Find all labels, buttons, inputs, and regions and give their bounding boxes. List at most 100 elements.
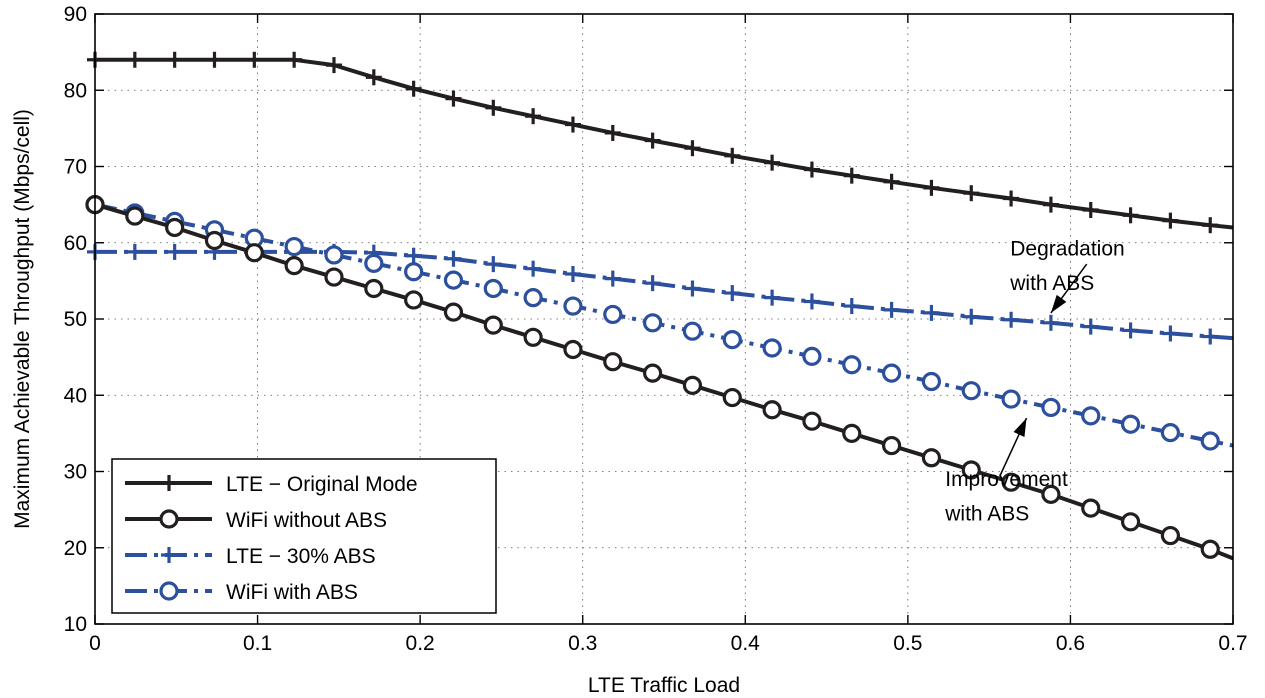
data-point: [485, 99, 502, 116]
data-point: [604, 124, 621, 141]
data-point: [1001, 389, 1021, 409]
data-point: [921, 448, 942, 468]
data-point: [404, 262, 424, 282]
data-point: [1001, 472, 1021, 492]
legend-swatch-marker: [161, 475, 177, 491]
data-point: [246, 51, 263, 68]
data-point: [1120, 512, 1141, 532]
x-axis-title: LTE Traffic Load: [588, 674, 740, 697]
data-point: [165, 217, 185, 238]
data-point: [443, 302, 464, 322]
data-point: [1042, 196, 1059, 213]
data-point: [803, 293, 820, 310]
data-point: [802, 346, 822, 366]
x-tick-label: 0.3: [568, 632, 597, 655]
legend-label: WiFi with ABS: [226, 581, 358, 604]
x-tick-label: 0.6: [1056, 632, 1085, 655]
data-point: [923, 304, 940, 321]
legend-entry: LTE − Original Mode: [125, 473, 418, 496]
legend-entry: WiFi without ABS: [125, 509, 387, 532]
data-point: [483, 315, 503, 335]
data-point: [921, 371, 942, 392]
x-tick-label: 0.2: [406, 632, 435, 655]
data-point: [483, 278, 503, 299]
data-point: [563, 339, 583, 360]
data-point: [803, 161, 820, 178]
data-point: [1081, 406, 1101, 426]
data-point: [284, 256, 304, 276]
data-point: [843, 167, 860, 184]
legend-label: LTE − 30% ABS: [226, 545, 376, 568]
data-point: [724, 147, 741, 164]
data-point: [364, 278, 384, 299]
data-point: [802, 411, 822, 431]
data-point: [125, 206, 145, 226]
data-point: [1160, 423, 1181, 443]
data-point: [644, 275, 661, 292]
data-point: [244, 243, 264, 263]
data-point: [364, 253, 384, 273]
data-point: [206, 51, 223, 68]
series-4: [85, 195, 1234, 451]
annotation-arrow-head: [1013, 418, 1027, 437]
data-point: [764, 289, 781, 306]
legend-swatch-marker: [159, 509, 179, 529]
data-point: [1202, 217, 1219, 234]
data-point: [166, 51, 183, 68]
data-point: [724, 285, 741, 302]
annotation-improvement: Improvement with ABS: [944, 417, 1068, 525]
data-point: [1122, 322, 1139, 339]
data-point: [405, 247, 422, 264]
data-point: [961, 460, 981, 480]
axis-ticks: 0 0.1 0.2 0.3 0.4 0.5 0.6 0.7 10 20 30 40 50 60 70 80 90: [64, 3, 1248, 655]
y-tick-label: 40: [64, 384, 87, 407]
legend-swatch-marker: [161, 547, 177, 563]
data-point: [166, 243, 183, 260]
data-point: [842, 423, 862, 443]
legend: LTE − Original Mode WiFi without ABS LTE −…: [111, 458, 497, 614]
data-point: [324, 267, 344, 287]
series-2: [85, 195, 1234, 561]
data-point: [722, 387, 742, 408]
data-point: [1120, 414, 1141, 434]
series-layer: [85, 51, 1234, 561]
y-tick-label: 50: [64, 308, 87, 331]
data-point: [1122, 207, 1139, 224]
data-point: [881, 363, 902, 383]
data-point: [365, 69, 382, 86]
data-point: [722, 329, 742, 350]
data-point: [762, 338, 782, 358]
data-point: [126, 51, 143, 68]
x-tick-label: 0.7: [1218, 632, 1247, 655]
data-point: [1200, 431, 1220, 451]
data-point: [485, 256, 502, 273]
annotation-text: Degradation: [1010, 238, 1124, 261]
data-point: [961, 381, 981, 401]
data-point: [684, 280, 701, 297]
data-point: [1162, 325, 1179, 342]
series-3: [87, 243, 1234, 345]
data-point: [963, 185, 980, 202]
annotation-text: with ABS: [1009, 272, 1094, 295]
data-point: [1041, 484, 1061, 504]
data-point: [523, 327, 543, 347]
data-point: [843, 298, 860, 315]
data-point: [445, 250, 462, 267]
data-point: [644, 132, 661, 149]
data-point: [883, 173, 900, 190]
legend-label: LTE − Original Mode: [226, 473, 418, 496]
y-tick-label: 20: [64, 537, 87, 560]
data-point: [443, 270, 464, 290]
data-point: [1202, 328, 1219, 345]
annotation-degradation: Degradation with ABS: [1009, 238, 1125, 314]
data-point: [284, 236, 304, 257]
y-tick-label: 10: [64, 613, 87, 636]
data-point: [603, 352, 623, 372]
data-point: [643, 313, 663, 333]
data-point: [603, 304, 623, 325]
legend-entry: WiFi with ABS: [125, 581, 358, 604]
data-point: [324, 245, 344, 265]
data-point: [563, 296, 583, 316]
annotation-text: with ABS: [944, 502, 1029, 525]
